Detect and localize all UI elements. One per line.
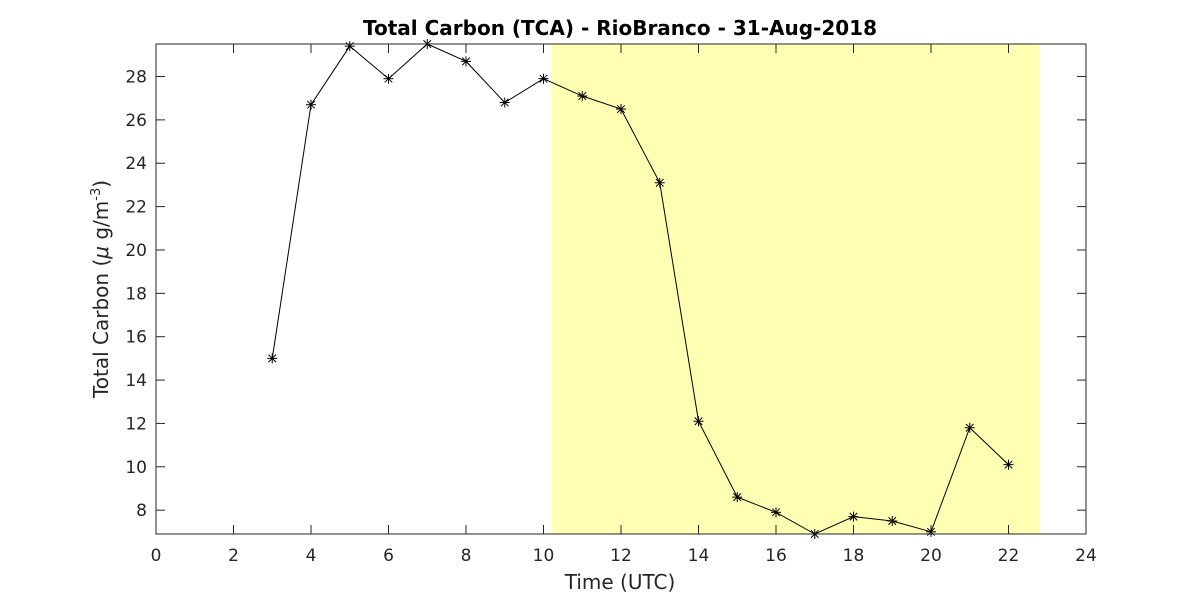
data-point-marker	[267, 353, 278, 364]
y-tick-label: 10	[125, 458, 147, 478]
data-point-marker	[538, 73, 549, 84]
x-tick-label: 6	[383, 546, 394, 566]
y-tick-label: 24	[125, 154, 147, 174]
y-label-unit: g/m	[89, 201, 113, 246]
tick-marks	[155, 44, 1087, 534]
data-point-marker	[771, 507, 781, 518]
x-tick-label: 2	[228, 546, 239, 566]
x-tick-label: 20	[920, 546, 942, 566]
x-axis-label: Time (UTC)	[564, 570, 676, 594]
y-tick-label: 26	[125, 111, 147, 131]
data-point-marker	[848, 511, 859, 522]
data-point-marker	[1003, 459, 1014, 470]
y-tick-label: 12	[125, 414, 147, 434]
data-point-marker	[964, 422, 975, 433]
y-label-close: )	[89, 180, 113, 188]
y-axis-label: Total Carbon (μ g/m-3)	[89, 180, 113, 399]
x-tick-label: 24	[1075, 546, 1097, 566]
y-tick-label: 14	[125, 371, 147, 391]
y-tick-label: 18	[125, 284, 147, 304]
plot-frame	[155, 43, 1087, 535]
data-point-marker	[461, 56, 471, 67]
series-line	[271, 43, 1009, 535]
x-tick-label: 16	[765, 546, 787, 566]
highlight-region	[551, 44, 1040, 534]
y-label-main: Total Carbon (	[89, 259, 113, 399]
y-label-mu: μ	[89, 246, 113, 260]
data-point-marker	[383, 73, 394, 84]
data-point-marker	[654, 177, 665, 188]
y-label-exponent: -3	[89, 188, 104, 201]
data-point-marker	[693, 416, 704, 427]
x-tick-labels: 0 2 4 6 8 10 12 14 16 18 20 22 24	[151, 546, 1097, 566]
y-tick-label: 22	[125, 198, 147, 218]
x-tick-label: 8	[461, 546, 472, 566]
data-point-marker	[577, 91, 588, 102]
data-point-marker	[616, 104, 626, 115]
x-tick-label: 22	[998, 546, 1020, 566]
y-tick-label: 16	[125, 328, 147, 348]
data-point-marker	[306, 99, 316, 110]
y-tick-label: 20	[125, 241, 147, 261]
x-tick-label: 18	[843, 546, 865, 566]
data-point-marker	[732, 492, 743, 503]
x-tick-label: 0	[151, 546, 162, 566]
data-point-marker	[926, 526, 936, 537]
data-point-marker	[344, 41, 355, 52]
x-tick-label: 4	[306, 546, 317, 566]
data-point-marker	[887, 515, 898, 526]
chart-title: Total Carbon (TCA) - RioBranco - 31-Aug-…	[363, 16, 877, 40]
x-tick-label: 10	[533, 546, 555, 566]
y-tick-labels: 8 10 12 14 16 18 20 22 24 26 28	[125, 68, 147, 522]
x-tick-label: 12	[610, 546, 632, 566]
y-tick-label: 8	[136, 501, 147, 521]
data-point-marker	[499, 97, 510, 108]
x-tick-label: 14	[688, 546, 710, 566]
y-tick-label: 28	[125, 68, 147, 88]
